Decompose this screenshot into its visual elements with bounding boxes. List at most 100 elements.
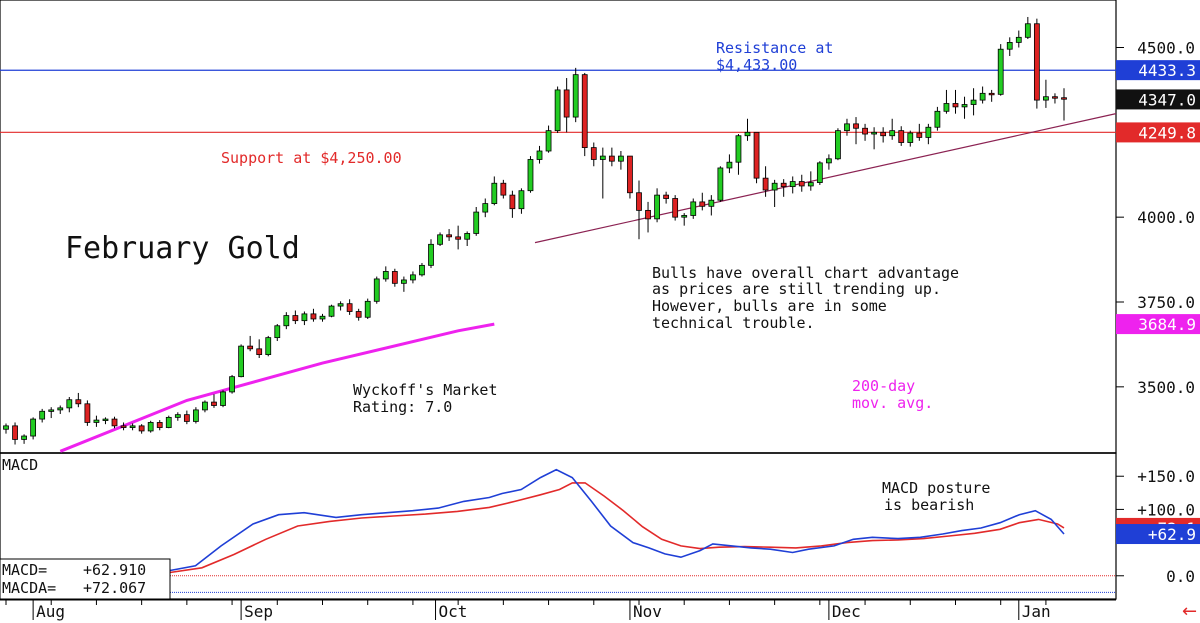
candle	[364, 298, 371, 319]
candle	[979, 86, 986, 104]
candle	[491, 176, 498, 206]
macd-tag: +62.9	[1116, 524, 1200, 545]
candle	[174, 412, 181, 421]
price-tag-label: 3684.9	[1138, 315, 1196, 334]
macda-readout-label: MACDA=	[2, 579, 56, 597]
candle	[373, 276, 380, 304]
candle	[193, 407, 199, 424]
ma-label-line2: mov. avg.	[852, 394, 933, 412]
wyckoff-rating-line2: Rating: 7.0	[353, 398, 452, 416]
candle	[156, 420, 163, 431]
chart-title: February Gold	[65, 231, 300, 266]
candle	[636, 180, 642, 240]
candle	[988, 89, 995, 102]
macd-axis: +150.0 +100.0 0.0	[170, 467, 1195, 593]
candle	[120, 422, 127, 431]
candle	[898, 126, 905, 146]
candle	[39, 408, 46, 423]
candle	[943, 89, 950, 114]
macd-tick-label: 0.0	[1166, 567, 1195, 586]
candle	[599, 147, 606, 199]
trendline	[534, 113, 1117, 244]
month-label: Aug	[36, 602, 65, 621]
month-label: Dec	[832, 602, 861, 621]
candle	[545, 125, 552, 153]
macd-tag-label: +62.9	[1148, 525, 1196, 544]
month-label: Sep	[244, 602, 273, 621]
candle	[527, 156, 534, 193]
candle	[798, 174, 805, 192]
candle	[997, 44, 1004, 96]
candle	[292, 310, 299, 325]
candle	[1061, 88, 1067, 121]
macd-line	[169, 468, 1065, 572]
candle	[952, 89, 959, 114]
candle	[147, 420, 154, 433]
candle	[301, 311, 308, 326]
candles	[3, 16, 1067, 445]
candle	[608, 147, 615, 167]
candle	[75, 392, 82, 408]
candle	[319, 313, 326, 322]
candle	[202, 400, 208, 413]
bulls-note-line4: technical trouble.	[652, 314, 815, 332]
candle	[835, 128, 841, 161]
bulls-note-line2: as prices are still trending up.	[652, 280, 941, 298]
candle	[400, 276, 407, 292]
candle	[283, 312, 290, 330]
candle	[183, 410, 190, 425]
candle	[328, 304, 335, 318]
candle	[265, 335, 272, 357]
candle	[138, 424, 145, 434]
candle	[1006, 37, 1013, 56]
macd-tags: +72.1+62.9	[1116, 517, 1200, 545]
candle	[482, 198, 489, 218]
candle	[735, 134, 742, 175]
candle	[419, 262, 425, 277]
price-tag: 4433.3	[1116, 60, 1200, 81]
macd-tick-label: +150.0	[1137, 467, 1195, 486]
candle	[30, 417, 37, 440]
macda-line	[169, 482, 1065, 574]
wyckoff-rating-line1: Wyckoff's Market	[353, 381, 498, 399]
candle	[572, 67, 579, 123]
candle	[48, 407, 55, 419]
trendline-layer	[534, 113, 1117, 244]
macd-lines	[169, 468, 1065, 574]
candle	[84, 400, 91, 426]
candle	[699, 192, 706, 211]
support-label: Support at $4,250.00	[221, 149, 402, 167]
month-label: Nov	[633, 602, 662, 621]
candle	[590, 142, 597, 167]
moving-average-layer	[59, 322, 495, 453]
candle	[753, 131, 760, 184]
candle	[789, 176, 796, 194]
price-tag-label: 4433.3	[1138, 61, 1196, 80]
candle	[853, 117, 859, 145]
candle	[726, 154, 733, 174]
candle	[3, 423, 9, 434]
candle	[464, 231, 471, 247]
bulls-note-line1: Bulls have overall chart advantage	[652, 264, 959, 282]
scroll-left-arrow-icon[interactable]: ←	[1182, 601, 1197, 622]
resistance-label-line1: Resistance at	[716, 39, 833, 57]
candle	[165, 415, 172, 429]
candle	[12, 422, 18, 445]
candle	[663, 191, 670, 204]
candle	[771, 179, 778, 207]
candle	[744, 118, 751, 141]
candle	[337, 301, 344, 311]
candle	[862, 123, 868, 141]
candle	[1043, 79, 1049, 108]
price-tag-label: 4347.0	[1138, 90, 1196, 109]
candle	[428, 239, 434, 269]
macd-readout-box: MACD= +62.910 MACDA= +72.067	[0, 558, 171, 600]
price-tag: 4347.0	[1116, 89, 1200, 110]
candle	[654, 188, 660, 223]
candle	[509, 190, 516, 218]
candle	[645, 201, 651, 233]
candle	[681, 213, 688, 226]
date-axis: Aug Sep Oct Nov Dec Jan	[0, 599, 1116, 621]
candle	[355, 308, 362, 321]
